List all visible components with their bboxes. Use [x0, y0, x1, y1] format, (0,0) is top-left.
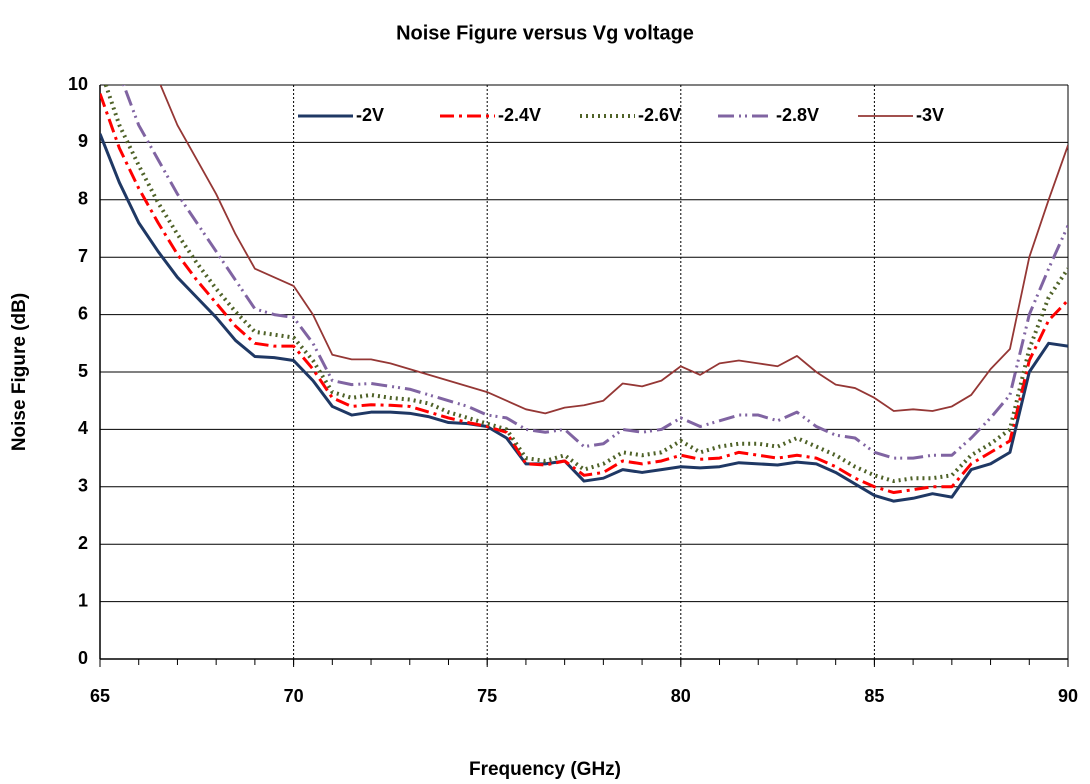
series-line: [159, 85, 1068, 415]
y-axis-label: Noise Figure (dB): [9, 293, 30, 451]
series-line: [100, 133, 1068, 503]
x-tick-label: 75: [477, 686, 497, 706]
series-line: [103, 85, 1068, 484]
chart-title: Noise Figure versus Vg voltage: [396, 22, 694, 44]
x-tick-label: 70: [284, 686, 304, 706]
x-tick-label: 90: [1058, 686, 1078, 706]
y-tick-label: 0: [78, 648, 88, 668]
y-tick-label: 4: [78, 418, 88, 438]
plot-lines: [100, 85, 1068, 503]
y-tick-label: 1: [78, 590, 88, 610]
y-tick-label: 5: [78, 361, 88, 381]
y-tick-label: 6: [78, 303, 88, 323]
x-tick-label: 80: [671, 686, 691, 706]
y-tick-label: 10: [68, 74, 88, 94]
legend-label: -2.8V: [776, 105, 819, 125]
y-tick-label: 8: [78, 189, 88, 209]
legend-label: -3V: [916, 105, 944, 125]
legend-label: -2.4V: [498, 105, 541, 125]
series-line: [100, 93, 1068, 495]
x-tick-label: 85: [864, 686, 884, 706]
y-tick-label: 7: [78, 246, 88, 266]
legend-label: -2V: [356, 105, 384, 125]
y-tick-label: 3: [78, 476, 88, 496]
series-line: [122, 85, 1068, 460]
y-tick-label: 2: [78, 533, 88, 553]
x-axis-label: Frequency (GHz): [469, 759, 621, 780]
legend-label: -2.6V: [638, 105, 681, 125]
x-tick-label: 65: [90, 686, 110, 706]
y-tick-label: 9: [78, 131, 88, 151]
